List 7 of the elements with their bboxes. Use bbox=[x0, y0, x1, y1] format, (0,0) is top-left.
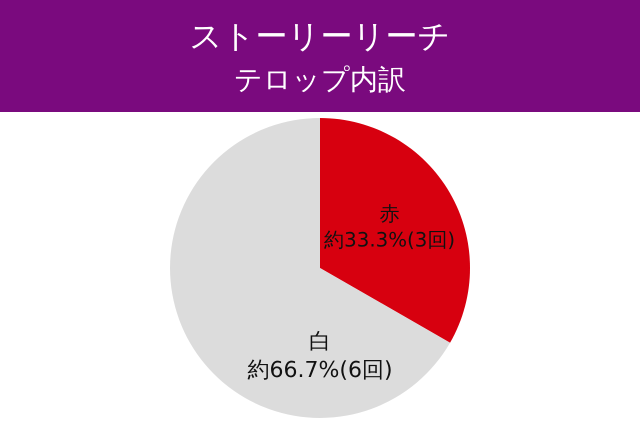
chart-title: ストーリーリーチ bbox=[190, 17, 450, 56]
data-label: 約66.7%(6回) bbox=[247, 358, 393, 384]
slice-label: 赤 bbox=[380, 202, 400, 226]
chart-subtitle: テロップ内訳 bbox=[234, 63, 406, 96]
pie-slice bbox=[170, 118, 450, 418]
data-label: 約33.3%(3回) bbox=[324, 228, 456, 252]
slice-label: 白 bbox=[309, 329, 331, 354]
